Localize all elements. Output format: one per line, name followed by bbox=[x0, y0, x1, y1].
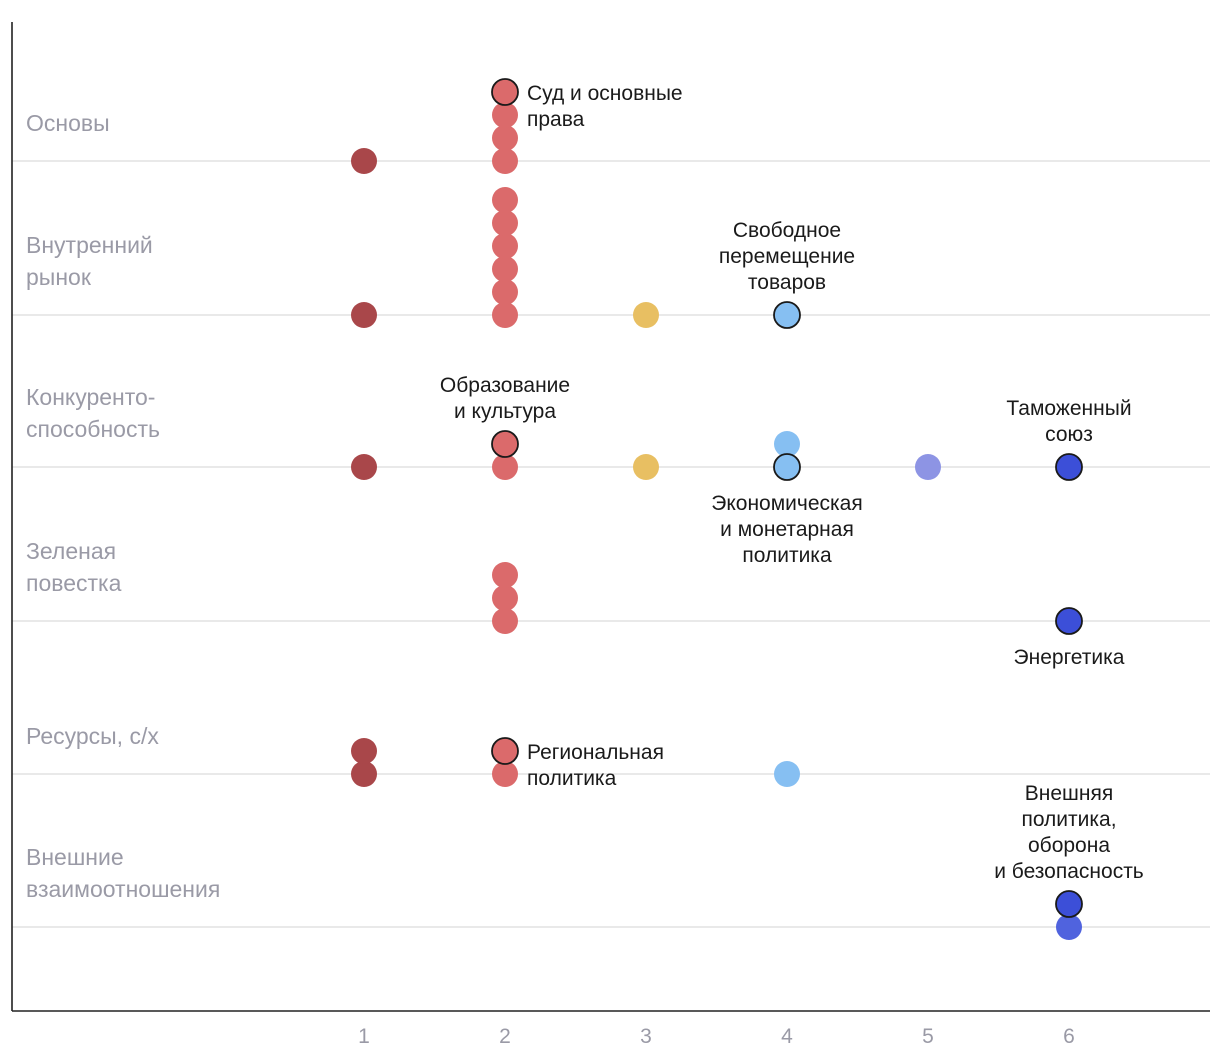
annotation-label: Суд и основные bbox=[527, 82, 683, 105]
x-tick-label: 1 bbox=[358, 1025, 370, 1048]
annotation-label: Внешняя bbox=[1025, 782, 1113, 805]
data-point-highlighted bbox=[491, 737, 519, 765]
data-points bbox=[351, 78, 1083, 940]
data-point bbox=[492, 125, 518, 151]
x-tick-label: 4 bbox=[781, 1025, 793, 1048]
data-point bbox=[492, 761, 518, 787]
annotation-label: союз bbox=[1045, 423, 1093, 446]
annotation-label: Образование bbox=[440, 374, 570, 397]
data-point bbox=[492, 454, 518, 480]
data-point bbox=[492, 187, 518, 213]
annotation-label: и безопасность bbox=[994, 860, 1144, 883]
x-tick-labels: 1 2 3 4 5 6 bbox=[358, 1025, 1075, 1048]
annotations: Суд и основные права Свободное перемещение т… bbox=[440, 82, 1144, 883]
data-point bbox=[351, 454, 377, 480]
data-point bbox=[915, 454, 941, 480]
category-labels: Основы Внутренний рынок Конкуренто-способно… bbox=[26, 110, 220, 902]
category-label: Ресурсы, с/х bbox=[26, 723, 159, 749]
category-label: взаимоотношения bbox=[26, 876, 220, 902]
data-point-highlighted bbox=[773, 301, 801, 329]
data-point bbox=[492, 279, 518, 305]
category-label: способность bbox=[26, 416, 160, 442]
category-label: Зеленая bbox=[26, 538, 116, 564]
x-tick-label: 3 bbox=[640, 1025, 652, 1048]
annotation-label: Таможенный bbox=[1006, 397, 1131, 420]
annotation-label: политика bbox=[742, 544, 832, 567]
data-point bbox=[492, 148, 518, 174]
annotation-label: Энергетика bbox=[1014, 646, 1125, 669]
data-point bbox=[351, 302, 377, 328]
annotation-label: товаров bbox=[748, 271, 826, 294]
category-label: Конкуренто- bbox=[26, 384, 155, 410]
data-point bbox=[492, 302, 518, 328]
data-point bbox=[492, 562, 518, 588]
data-point-highlighted bbox=[1055, 453, 1083, 481]
data-point bbox=[492, 585, 518, 611]
annotation-label: политика bbox=[527, 767, 617, 790]
annotation-label: перемещение bbox=[719, 245, 855, 268]
category-label: повестка bbox=[26, 570, 122, 596]
x-tick-label: 5 bbox=[922, 1025, 934, 1048]
x-tick-label: 2 bbox=[499, 1025, 511, 1048]
annotation-label: Региональная bbox=[527, 741, 664, 764]
annotation-label: оборона bbox=[1028, 834, 1110, 857]
data-point bbox=[351, 738, 377, 764]
data-point-highlighted bbox=[1055, 890, 1083, 918]
data-point-highlighted bbox=[491, 78, 519, 106]
annotation-label: и культура bbox=[454, 400, 556, 423]
data-point bbox=[633, 454, 659, 480]
category-label: рынок bbox=[26, 264, 92, 290]
data-point bbox=[633, 302, 659, 328]
data-point bbox=[492, 233, 518, 259]
annotation-label: Экономическая bbox=[711, 492, 862, 515]
data-point-highlighted bbox=[1055, 607, 1083, 635]
data-point bbox=[774, 431, 800, 457]
data-point bbox=[492, 256, 518, 282]
data-point-highlighted bbox=[773, 453, 801, 481]
data-point bbox=[492, 102, 518, 128]
category-label: Внутренний bbox=[26, 232, 153, 258]
x-tick-label: 6 bbox=[1063, 1025, 1075, 1048]
data-point-highlighted bbox=[491, 430, 519, 458]
data-point bbox=[492, 210, 518, 236]
annotation-label: права bbox=[527, 108, 585, 131]
data-point bbox=[774, 761, 800, 787]
data-point bbox=[492, 608, 518, 634]
annotation-label: политика, bbox=[1021, 808, 1116, 831]
data-point bbox=[351, 148, 377, 174]
data-point bbox=[1056, 914, 1082, 940]
gridlines bbox=[12, 160, 1210, 928]
category-label: Внешние bbox=[26, 844, 124, 870]
category-label: Основы bbox=[26, 110, 110, 136]
annotation-label: Свободное bbox=[733, 219, 841, 242]
annotation-label: и монетарная bbox=[720, 518, 854, 541]
data-point bbox=[351, 761, 377, 787]
